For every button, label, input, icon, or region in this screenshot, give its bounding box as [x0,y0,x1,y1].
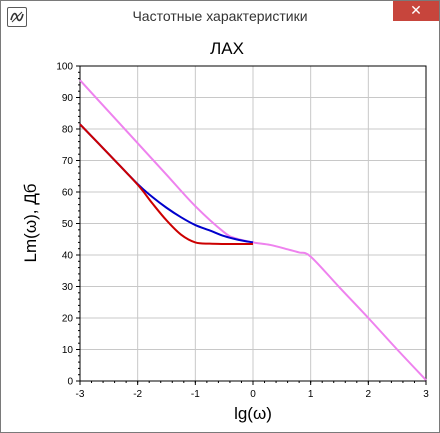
y-tick-label: 10 [62,345,74,356]
series-line-1 [79,79,427,381]
x-tick-label: -3 [76,389,85,400]
y-tick-label: 90 [62,93,74,104]
series-line-3 [79,123,253,245]
x-tick-label: 0 [250,389,256,400]
app-logo-icon[interactable] [7,7,27,27]
x-tick-label: -2 [133,389,142,400]
y-tick-label: 80 [62,125,74,136]
y-tick-label: 70 [62,156,74,167]
y-tick-label: 50 [62,219,74,230]
y-axis-label: Lm(ω), Дб [21,183,40,262]
y-tick-label: 30 [62,282,74,293]
y-tick-label: 40 [62,251,74,262]
titlebar[interactable]: Частотные характеристики ✕ [1,1,439,31]
x-tick-label: -1 [191,389,200,400]
y-tick-label: 100 [56,62,73,73]
y-tick-label: 20 [62,314,74,325]
window-title: Частотные характеристики [132,8,308,24]
x-tick-label: 2 [366,389,372,400]
x-axis-label: lg(ω) [234,404,272,423]
series-line-2 [79,123,254,244]
x-tick-label: 3 [423,389,429,400]
chart-title: ЛАХ [210,39,244,58]
y-tick-label: 60 [62,188,74,199]
x-tick-label: 1 [308,389,314,400]
close-button[interactable]: ✕ [393,1,439,21]
y-tick-label: 0 [67,377,73,388]
series-layer [79,79,427,381]
grid [80,66,426,381]
